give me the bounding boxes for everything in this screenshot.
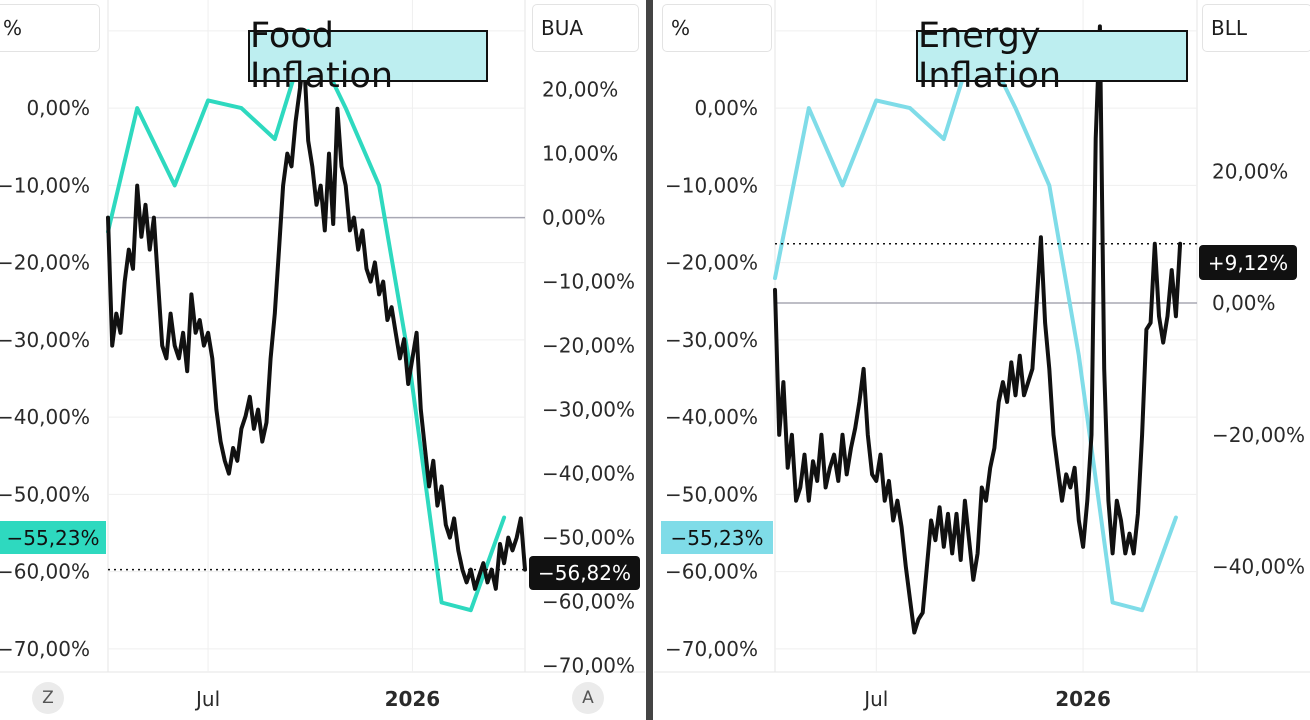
food-left-unit-text: % (3, 16, 23, 40)
energy-title: Energy Inflation (916, 16, 1188, 96)
left-axis-tick-label: −40,00% (665, 405, 758, 429)
food-left-unit-label[interactable]: % (0, 4, 100, 52)
energy-left-unit-text: % (671, 16, 691, 40)
food-panel: 10,00% 0,00% −10,00% −20,00% −30,00% −40,00% −… (0, 0, 645, 711)
right-axis-tick-label: −20,00% (542, 334, 635, 358)
food-right-unit-label[interactable]: BUA (532, 4, 639, 52)
left-axis-tick-label: 0,00% (26, 96, 90, 120)
right-axis-tick-label: 0,00% (542, 206, 606, 230)
food-left-price-badge: −55,23% (0, 521, 106, 554)
right-axis-tick-label: 20,00% (542, 78, 618, 102)
energy-grid (775, 0, 1197, 672)
food-auto-button-label: A (582, 688, 594, 708)
x-axis-tick-label: Jul (862, 687, 888, 711)
energy-right-unit-label[interactable]: BLL (1202, 4, 1310, 52)
food-title-text: Food Inflation (250, 16, 394, 96)
right-axis-tick-label: −40,00% (542, 462, 635, 486)
left-axis-tick-label: −60,00% (665, 560, 758, 584)
energy-axes: 10,00%0,00%−10,00%−20,00%−30,00%−40,00%−… (665, 19, 1305, 711)
left-axis-tick-label: −30,00% (665, 328, 758, 352)
panel-divider[interactable] (646, 0, 653, 720)
food-zoom-button[interactable]: Z (32, 682, 64, 714)
energy-left-price-badge: −55,23% (661, 521, 773, 554)
food-plot (106, 28, 527, 613)
energy-right-badge-text: +9,12% (1207, 250, 1289, 275)
left-axis-tick-label: −20,00% (665, 251, 758, 275)
energy-plot (773, 24, 1197, 635)
left-axis-tick-label: 0,00% (694, 96, 758, 120)
energy-left-unit-label[interactable]: % (662, 4, 772, 52)
food-right-unit-text: BUA (541, 16, 584, 40)
food-axes: 10,00% 0,00% −10,00% −20,00% −30,00% −40,00% −… (0, 19, 635, 711)
right-axis-tick-label: −30,00% (542, 398, 635, 422)
energy-left-badge-text: −55,23% (670, 525, 764, 550)
series-line-bua (106, 55, 527, 591)
food-zoom-button-label: Z (42, 688, 54, 708)
left-axis-tick-label: −10,00% (665, 173, 758, 197)
right-axis-tick-label: −50,00% (542, 526, 635, 550)
left-axis-tick-label: −50,00% (0, 482, 90, 506)
left-axis-tick-label: −10,00% (0, 173, 90, 197)
left-axis-tick-label: −30,00% (0, 328, 90, 352)
series-line-bll (773, 24, 1183, 635)
right-axis-tick-label: −10,00% (542, 270, 635, 294)
food-title: Food Inflation (248, 16, 488, 96)
left-axis-tick-label: −20,00% (0, 251, 90, 275)
energy-panel: 10,00%0,00%−10,00%−20,00%−30,00%−40,00%−… (654, 0, 1310, 711)
right-axis-tick-label: −20,00% (1212, 423, 1305, 447)
x-axis-tick-label: Jul (194, 687, 220, 711)
right-axis-tick-label: 20,00% (1212, 159, 1288, 183)
right-axis-tick-label: 0,00% (1212, 291, 1276, 315)
energy-right-unit-text: BLL (1211, 16, 1248, 40)
x-axis-tick-label: 2026 (385, 687, 441, 711)
left-axis-tick-label: −70,00% (0, 637, 90, 661)
energy-title-text: Energy Inflation (918, 16, 1062, 96)
food-left-badge-text: −55,23% (6, 525, 100, 550)
right-axis-tick-label: −40,00% (1212, 555, 1305, 579)
food-auto-scale-button[interactable]: A (572, 682, 604, 714)
food-right-badge-text: −56,82% (537, 561, 632, 585)
right-axis-tick-label: −70,00% (542, 654, 635, 678)
right-axis-tick-label: −60,00% (542, 590, 635, 614)
right-axis-tick-label: 10,00% (542, 142, 618, 166)
energy-right-price-badge: +9,12% (1199, 245, 1297, 280)
left-axis-tick-label: −70,00% (665, 637, 758, 661)
x-axis-tick-label: 2026 (1055, 687, 1111, 711)
food-right-price-badge: −56,82% (529, 556, 640, 590)
left-axis-tick-label: −40,00% (0, 405, 90, 429)
left-axis-tick-label: −50,00% (665, 482, 758, 506)
left-axis-tick-label: −60,00% (0, 560, 90, 584)
